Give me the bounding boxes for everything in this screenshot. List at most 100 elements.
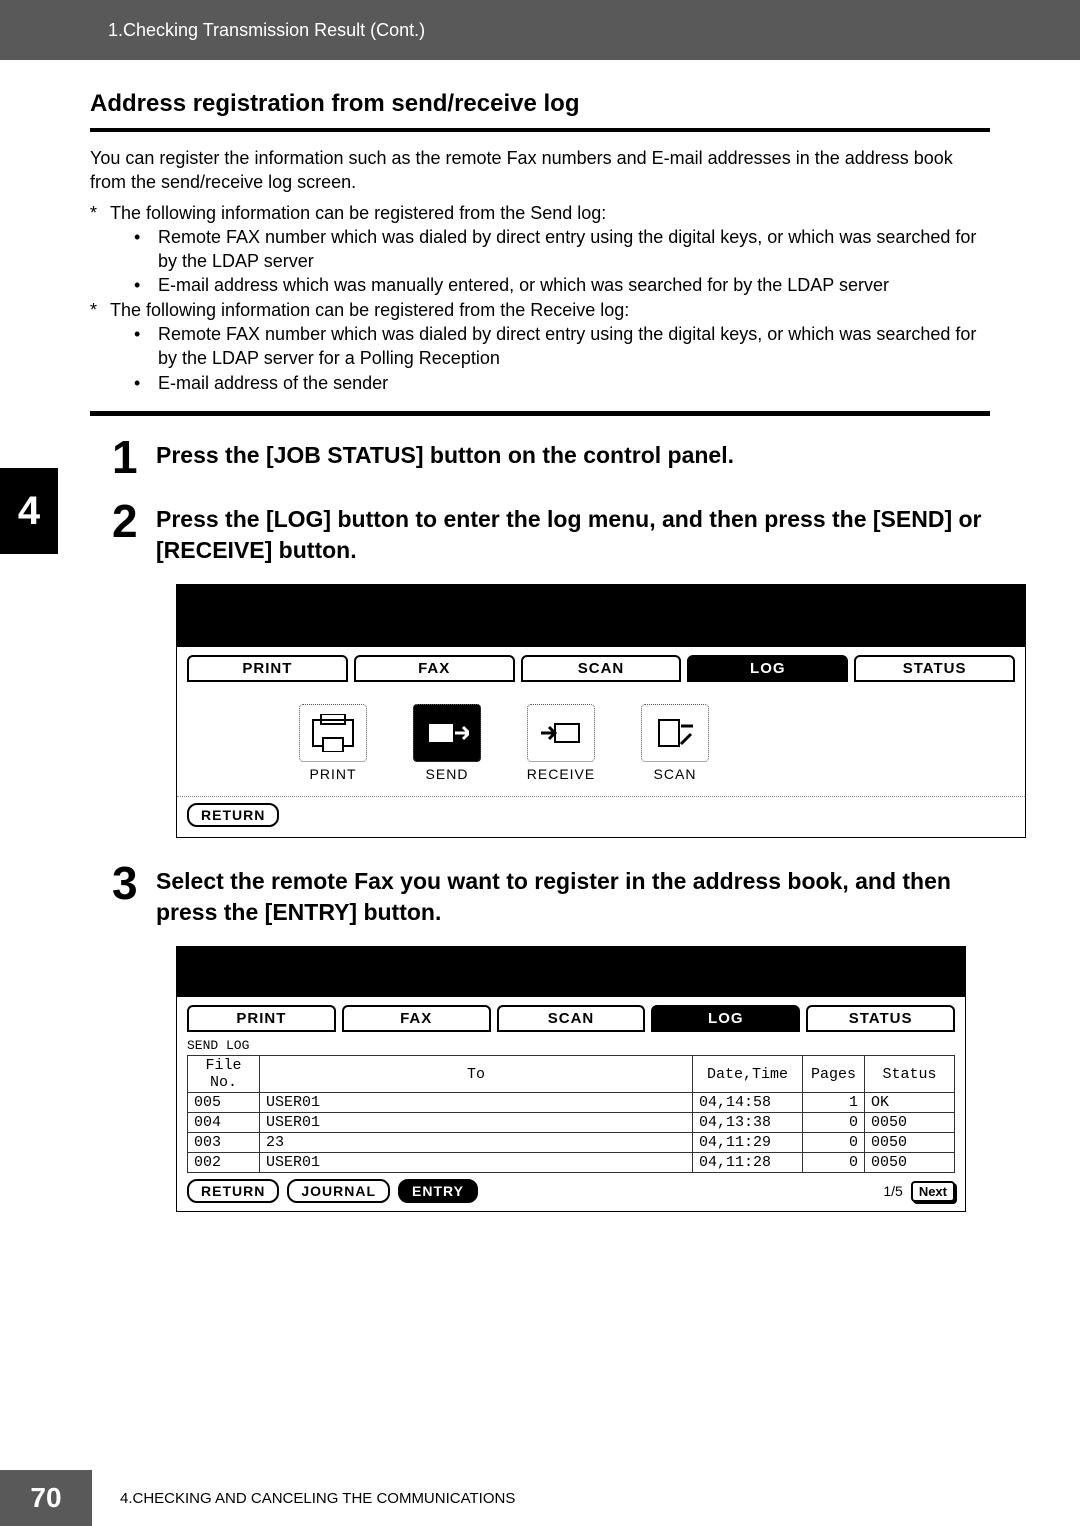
- bullet-mark: •: [134, 322, 158, 371]
- icon-label: PRINT: [287, 766, 379, 782]
- page-number: 70: [0, 1470, 92, 1526]
- intro-text: You can register the information such as…: [90, 146, 990, 195]
- tab-print[interactable]: PRINT: [187, 1005, 336, 1032]
- divider-rule: [90, 411, 990, 416]
- cell-to: 23: [260, 1133, 693, 1153]
- cell-datetime: 04,11:28: [693, 1153, 803, 1173]
- table-row[interactable]: 005 USER01 04,14:58 1 OK: [188, 1093, 955, 1113]
- bullet-text: Remote FAX number which was dialed by di…: [158, 225, 990, 274]
- tab-fax[interactable]: FAX: [354, 655, 515, 682]
- footer-text: 4.CHECKING AND CANCELING THE COMMUNICATI…: [92, 1490, 515, 1507]
- receive-icon: [527, 704, 595, 762]
- header-band: 1.Checking Transmission Result (Cont.): [0, 0, 1080, 60]
- bullet-list: * The following information can be regis…: [90, 201, 990, 395]
- col-fileno: File No.: [188, 1056, 260, 1093]
- list-item: • E-mail address which was manually ente…: [134, 273, 990, 297]
- cell-status: 0050: [865, 1113, 955, 1133]
- tab-scan[interactable]: SCAN: [497, 1005, 646, 1032]
- screen-titlebar: [177, 585, 1025, 647]
- table-row[interactable]: 004 USER01 04,13:38 0 0050: [188, 1113, 955, 1133]
- cell-fileno: 003: [188, 1133, 260, 1153]
- icon-label: RECEIVE: [515, 766, 607, 782]
- cell-fileno: 004: [188, 1113, 260, 1133]
- col-status: Status: [865, 1056, 955, 1093]
- list-item: • E-mail address of the sender: [134, 371, 990, 395]
- step-number: 3: [112, 860, 156, 928]
- screen-panel: PRINT FAX SCAN LOG STATUS SEND LOG File …: [176, 946, 966, 1212]
- cell-fileno: 002: [188, 1153, 260, 1173]
- tab-print[interactable]: PRINT: [187, 655, 348, 682]
- return-button[interactable]: RETURN: [187, 803, 279, 827]
- breadcrumb: 1.Checking Transmission Result (Cont.): [108, 20, 425, 40]
- cell-status: 0050: [865, 1153, 955, 1173]
- screenshot-log-menu: PRINT FAX SCAN LOG STATUS PRINT SEND: [176, 584, 990, 838]
- list-item: * The following information can be regis…: [90, 201, 990, 225]
- tab-scan[interactable]: SCAN: [521, 655, 682, 682]
- icon-receive-button[interactable]: RECEIVE: [515, 704, 607, 782]
- step-text: Select the remote Fax you want to regist…: [156, 860, 990, 928]
- bullet-text: The following information can be registe…: [110, 298, 629, 322]
- log-subhead: SEND LOG: [177, 1036, 965, 1055]
- step-text: Press the [JOB STATUS] button on the con…: [156, 434, 734, 480]
- tab-fax[interactable]: FAX: [342, 1005, 491, 1032]
- bullet-text: E-mail address which was manually entere…: [158, 273, 889, 297]
- step-number: 2: [112, 498, 156, 566]
- tab-log[interactable]: LOG: [651, 1005, 800, 1032]
- icon-label: SEND: [401, 766, 493, 782]
- sub-list: • Remote FAX number which was dialed by …: [90, 322, 990, 395]
- page-indicator: 1/5: [883, 1183, 902, 1199]
- col-pages: Pages: [803, 1056, 865, 1093]
- cell-pages: 0: [803, 1153, 865, 1173]
- next-button[interactable]: Next: [911, 1181, 955, 1202]
- bullet-text: E-mail address of the sender: [158, 371, 388, 395]
- footer: 70 4.CHECKING AND CANCELING THE COMMUNIC…: [0, 1470, 515, 1526]
- tab-row: PRINT FAX SCAN LOG STATUS: [177, 647, 1025, 686]
- screenshot-send-log: PRINT FAX SCAN LOG STATUS SEND LOG File …: [176, 946, 990, 1212]
- return-button[interactable]: RETURN: [187, 1179, 279, 1203]
- icon-send-button[interactable]: SEND: [401, 704, 493, 782]
- icon-scan-button[interactable]: SCAN: [629, 704, 721, 782]
- send-icon: [413, 704, 481, 762]
- print-icon: [299, 704, 367, 762]
- bullet-mark: *: [90, 298, 110, 322]
- list-item: * The following information can be regis…: [90, 298, 990, 322]
- cell-pages: 0: [803, 1113, 865, 1133]
- cell-pages: 1: [803, 1093, 865, 1113]
- step: 3 Select the remote Fax you want to regi…: [112, 860, 990, 928]
- section-rule: [90, 128, 990, 132]
- col-to: To: [260, 1056, 693, 1093]
- bullet-mark: •: [134, 273, 158, 297]
- cell-status: OK: [865, 1093, 955, 1113]
- col-datetime: Date,Time: [693, 1056, 803, 1093]
- cell-datetime: 04,14:58: [693, 1093, 803, 1113]
- step-number: 1: [112, 434, 156, 480]
- cell-to: USER01: [260, 1093, 693, 1113]
- bullet-mark: •: [134, 371, 158, 395]
- tab-status[interactable]: STATUS: [854, 655, 1015, 682]
- sub-list: • Remote FAX number which was dialed by …: [90, 225, 990, 298]
- step: 1 Press the [JOB STATUS] button on the c…: [112, 434, 990, 480]
- bullet-mark: *: [90, 201, 110, 225]
- chapter-tab: 4: [0, 468, 58, 554]
- table-row[interactable]: 003 23 04,11:29 0 0050: [188, 1133, 955, 1153]
- icon-label: SCAN: [629, 766, 721, 782]
- cell-fileno: 005: [188, 1093, 260, 1113]
- journal-button[interactable]: JOURNAL: [287, 1179, 390, 1203]
- chapter-number: 4: [18, 489, 40, 534]
- cell-to: USER01: [260, 1113, 693, 1133]
- tab-status[interactable]: STATUS: [806, 1005, 955, 1032]
- icon-print-button[interactable]: PRINT: [287, 704, 379, 782]
- list-item: • Remote FAX number which was dialed by …: [134, 322, 990, 371]
- step-text: Press the [LOG] button to enter the log …: [156, 498, 990, 566]
- cell-to: USER01: [260, 1153, 693, 1173]
- table-header-row: File No. To Date,Time Pages Status: [188, 1056, 955, 1093]
- scan-icon: [641, 704, 709, 762]
- entry-button[interactable]: ENTRY: [398, 1179, 478, 1203]
- step: 2 Press the [LOG] button to enter the lo…: [112, 498, 990, 566]
- content-area: Address registration from send/receive l…: [0, 60, 1080, 1212]
- bullet-text: The following information can be registe…: [110, 201, 606, 225]
- table-row[interactable]: 002 USER01 04,11:28 0 0050: [188, 1153, 955, 1173]
- bullet-mark: •: [134, 225, 158, 274]
- tab-log[interactable]: LOG: [687, 655, 848, 682]
- bullet-text: Remote FAX number which was dialed by di…: [158, 322, 990, 371]
